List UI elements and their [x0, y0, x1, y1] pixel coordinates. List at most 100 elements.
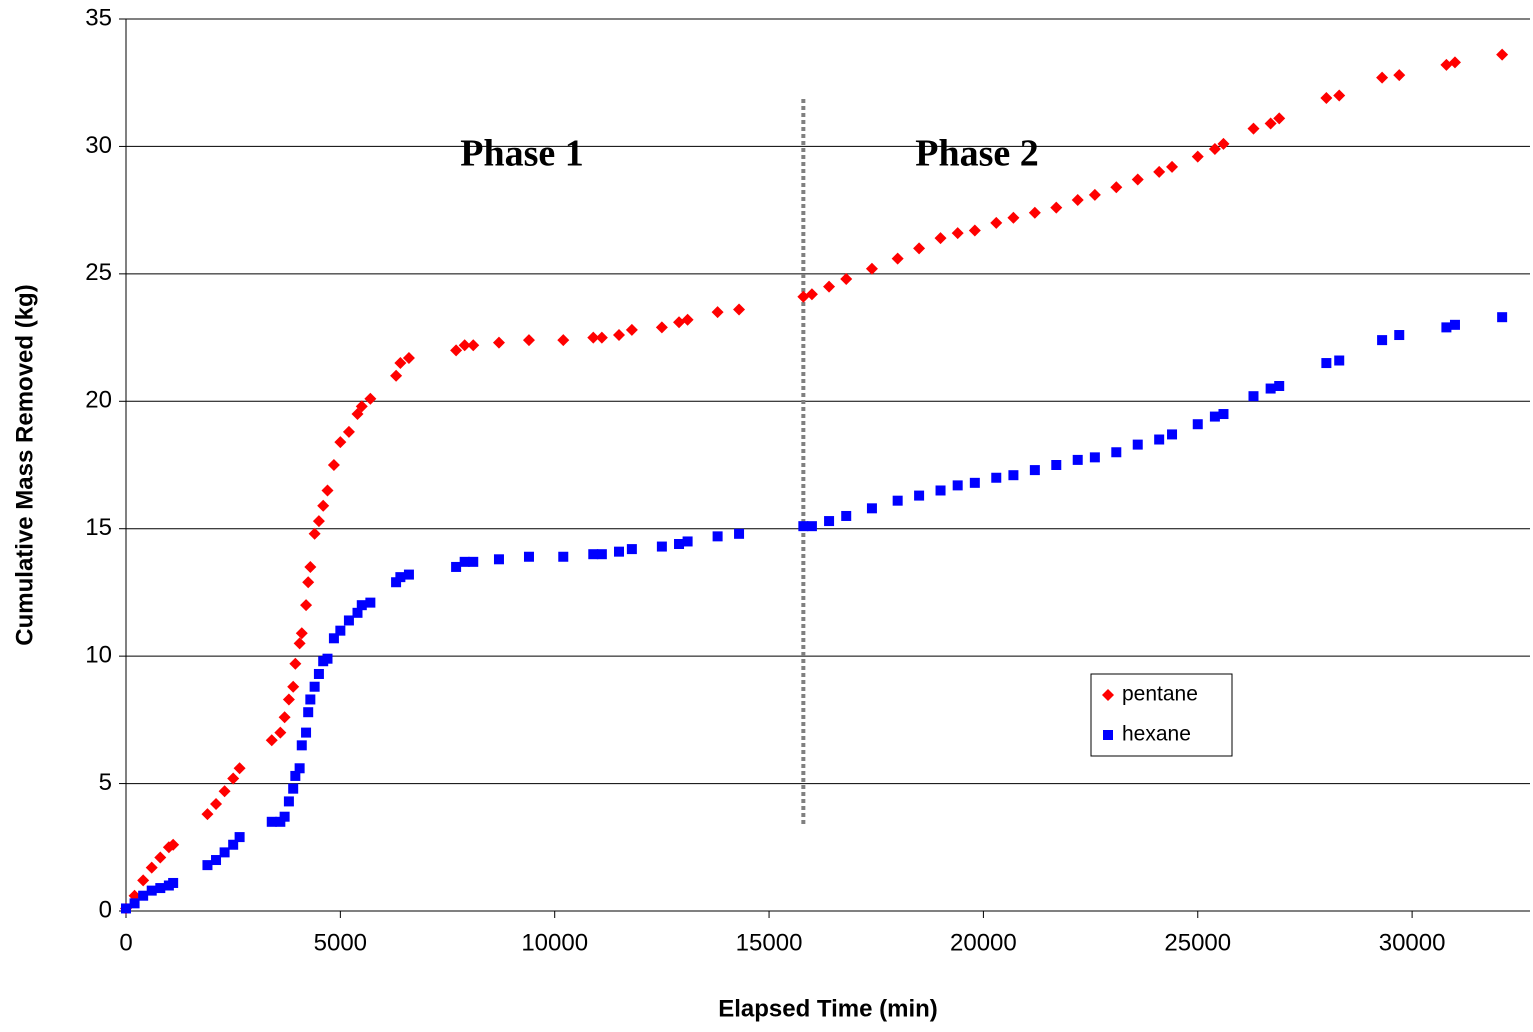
point [734, 528, 745, 539]
y-tick-label: 5 [99, 769, 112, 796]
point [1333, 89, 1346, 102]
point [626, 544, 637, 555]
point [403, 569, 414, 580]
point [218, 785, 231, 798]
point [798, 521, 809, 532]
point [364, 392, 377, 405]
point [1394, 330, 1405, 341]
point [265, 734, 278, 747]
point [322, 653, 333, 664]
point [155, 883, 166, 894]
point [138, 890, 149, 901]
point [1111, 447, 1122, 458]
y-axis-title: Cumulative Mass Removed (kg) [11, 284, 38, 645]
point [301, 727, 312, 738]
point [655, 321, 668, 334]
point [288, 783, 299, 794]
point [681, 313, 694, 326]
point [233, 762, 246, 775]
point [1191, 150, 1204, 163]
point [145, 861, 158, 874]
point [303, 707, 314, 718]
annotation: Phase 1 [460, 133, 584, 175]
point [167, 838, 180, 851]
point [625, 323, 638, 336]
point [1265, 383, 1276, 394]
point [1248, 391, 1259, 402]
point [523, 551, 534, 562]
point [1321, 358, 1332, 369]
point [1208, 142, 1221, 155]
point [342, 425, 355, 438]
point [146, 885, 157, 896]
point [352, 607, 363, 618]
point [866, 503, 877, 514]
point [595, 331, 608, 344]
point [1209, 411, 1220, 422]
point [391, 577, 402, 588]
annotation: Phase 2 [915, 133, 1039, 175]
point [914, 490, 925, 501]
point [275, 816, 286, 827]
point [227, 772, 240, 785]
point [1029, 465, 1040, 476]
point [201, 808, 214, 821]
point [1089, 452, 1100, 463]
point [892, 495, 903, 506]
point [1264, 117, 1277, 130]
point [282, 693, 295, 706]
point [365, 597, 376, 608]
point [121, 903, 131, 914]
point [289, 657, 302, 670]
legend-label: pentane [1122, 683, 1198, 706]
point [952, 480, 963, 491]
point [450, 344, 463, 357]
point [733, 303, 746, 316]
point [891, 252, 904, 265]
legend-marker [1102, 689, 1114, 701]
point [1274, 380, 1285, 391]
x-axis-title: Elapsed Time (min) [718, 995, 938, 1022]
legend-box [1090, 673, 1233, 757]
point [1050, 201, 1063, 214]
point [294, 763, 305, 774]
point [1154, 434, 1165, 445]
point [1218, 409, 1229, 420]
y-tick-label: 15 [85, 514, 112, 541]
x-tick-label: 20000 [950, 929, 1017, 956]
point [137, 874, 150, 887]
point [1247, 122, 1260, 135]
point [587, 331, 600, 344]
point [1217, 137, 1230, 150]
point [300, 599, 313, 612]
point [390, 369, 403, 382]
point [451, 561, 462, 572]
point [1007, 211, 1020, 224]
point [1334, 355, 1345, 366]
point [711, 306, 724, 319]
point [219, 847, 230, 858]
point [1132, 439, 1143, 450]
point [865, 262, 878, 275]
point [991, 472, 1002, 483]
point [1088, 188, 1101, 201]
point [305, 694, 316, 705]
point [202, 860, 213, 871]
point [335, 625, 346, 636]
point [395, 572, 406, 583]
point [1320, 92, 1333, 105]
y-tick-label: 25 [85, 259, 112, 286]
point [355, 400, 368, 413]
point [712, 531, 723, 542]
point [613, 329, 626, 342]
point [321, 484, 334, 497]
point [1448, 56, 1461, 69]
y-tick-label: 10 [85, 641, 112, 668]
point [682, 536, 693, 547]
point [1072, 454, 1083, 465]
point [588, 549, 599, 560]
point [468, 556, 479, 567]
point [614, 546, 625, 557]
point [458, 339, 471, 352]
